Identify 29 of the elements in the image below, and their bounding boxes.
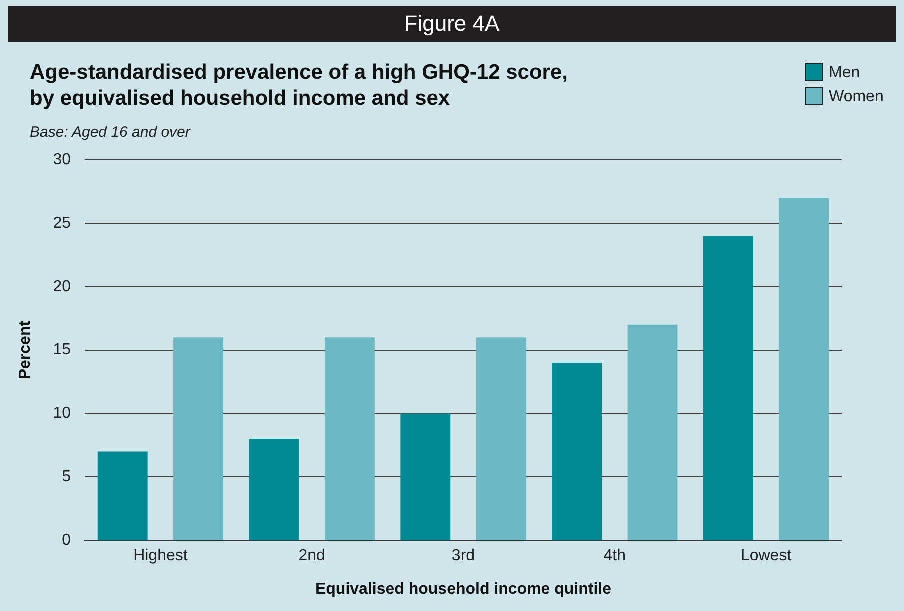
bar: [400, 414, 451, 540]
x-tick-label: Lowest: [740, 548, 792, 565]
bar: [476, 338, 526, 540]
y-tick-label: 20: [53, 278, 72, 296]
chart-subtitle: Base: Aged 16 and over: [30, 124, 190, 141]
chart-title: Age-standardised prevalence of a high GHQ-12 score, by equivalised household income and sex: [30, 60, 568, 112]
bar: [628, 324, 678, 540]
bar: [249, 439, 300, 540]
x-tick-label: 3rd: [452, 548, 476, 565]
bar: [324, 338, 375, 540]
x-axis-title: Equivalised household income quintile: [315, 580, 612, 598]
bar: [779, 198, 830, 540]
y-axis-title: Percent: [17, 320, 34, 380]
y-tick-label: 0: [62, 532, 72, 550]
legend-label: Women: [829, 88, 884, 106]
bar: [552, 362, 602, 540]
y-tick-label: 10: [53, 405, 72, 422]
legend-label: Men: [829, 64, 860, 82]
y-tick-label: 5: [62, 468, 72, 486]
y-tick-label: 25: [53, 214, 72, 232]
caption: Figure 4A: [8, 6, 896, 42]
bar: [703, 236, 754, 540]
bar: [98, 452, 148, 540]
bar: [174, 338, 224, 540]
x-tick-label: Highest: [134, 548, 188, 565]
y-tick-label: 30: [53, 151, 72, 168]
y-tick-label: 15: [53, 342, 72, 359]
x-tick-label: 4th: [604, 548, 626, 565]
x-tick-label: 2nd: [298, 548, 326, 565]
